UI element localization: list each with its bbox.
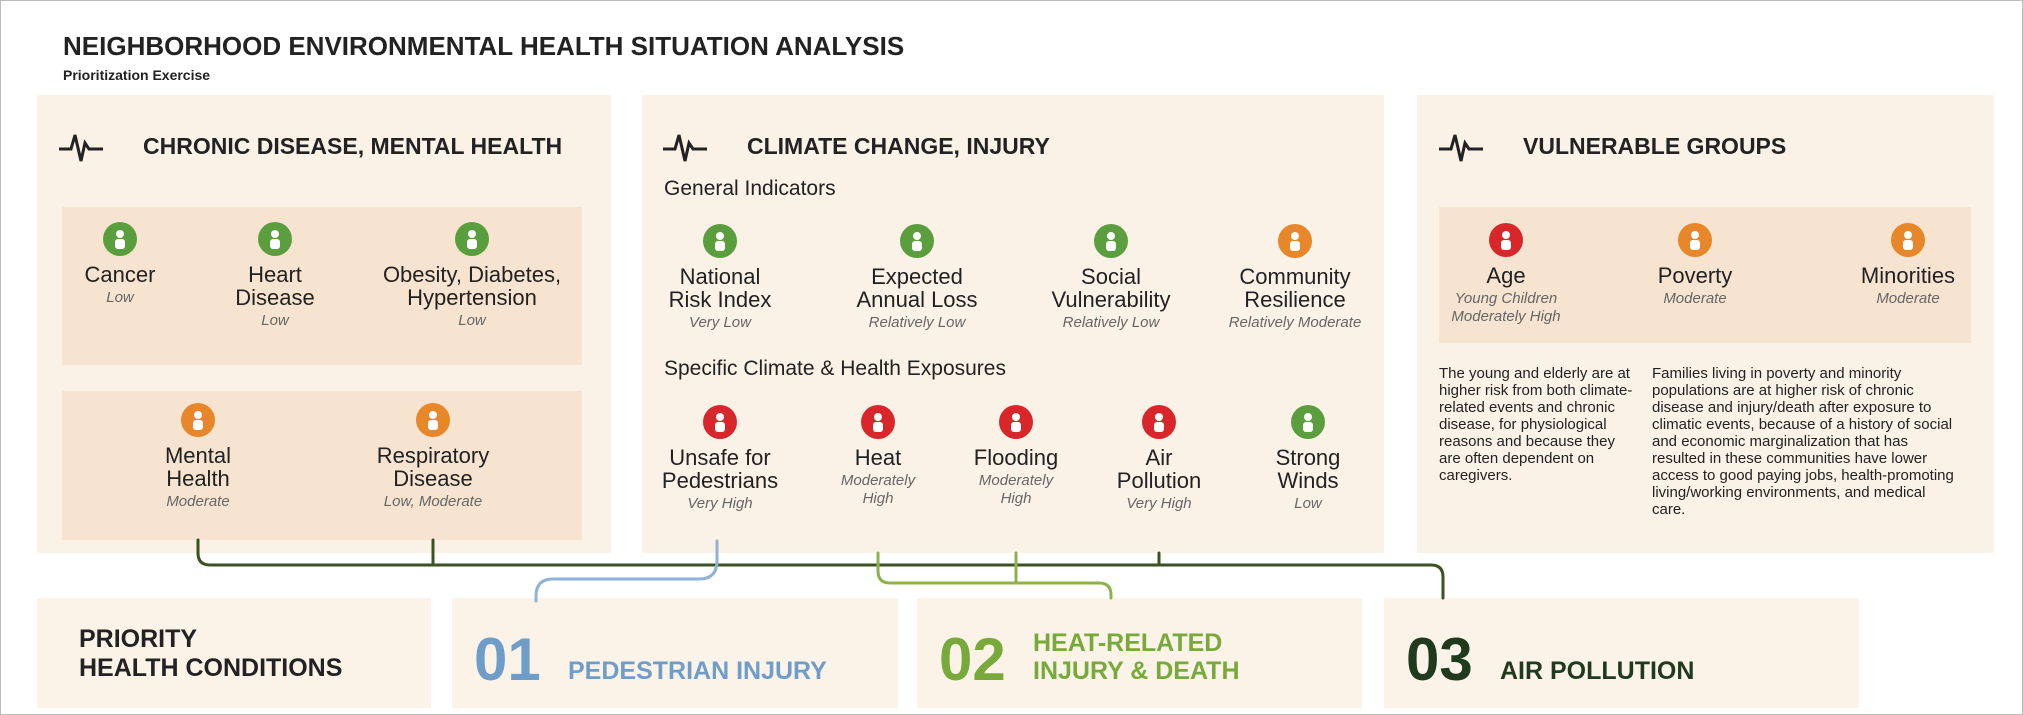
indicator-rating: Relatively Low	[1062, 314, 1160, 332]
group-label: General Indicators	[664, 177, 836, 200]
panel-title: CHRONIC DISEASE, MENTAL HEALTH	[143, 133, 563, 159]
indicator: Community Resilience Relatively Moderate	[1195, 223, 1395, 332]
indicator: Obesity, Diabetes, Hypertension Low	[372, 221, 572, 330]
indicator-rating: Young Children Moderately High	[1451, 290, 1561, 326]
indicator-rating: Relatively Low	[868, 314, 966, 332]
page-subtitle: Prioritization Exercise	[63, 67, 211, 83]
priority-item: 03 AIR POLLUTION	[1384, 598, 1859, 708]
indicator-rating: Moderate	[166, 493, 230, 511]
indicator: Heat Moderately High	[778, 404, 978, 508]
indicator-label: Age	[1486, 263, 1526, 288]
indicator-label: Community Resilience	[1239, 264, 1351, 313]
indicator: National Risk Index Very Low	[620, 223, 820, 332]
panel-title: VULNERABLE GROUPS	[1523, 133, 1787, 159]
indicator-label: Strong Winds	[1275, 445, 1341, 494]
icon	[1891, 223, 1925, 257]
indicator-rating: Low, Moderate	[383, 493, 483, 511]
indicator-rating: Very High	[687, 495, 753, 513]
indicator: Minorities Moderate	[1808, 222, 2008, 308]
group-label: Specific Climate & Health Exposures	[664, 357, 1006, 380]
icon	[900, 224, 934, 258]
icon	[999, 405, 1033, 439]
priority-box: PRIORITY HEALTH CONDITIONS	[37, 598, 431, 708]
icon	[703, 224, 737, 258]
indicator-box	[62, 391, 582, 540]
icon	[1678, 223, 1712, 257]
icon	[1278, 224, 1312, 258]
indicator-label: Minorities	[1860, 263, 1956, 288]
note: Families living in poverty and minority …	[1652, 365, 1954, 518]
panel-title: CLIMATE CHANGE, INJURY	[747, 133, 1050, 159]
indicator: Heart Disease Low	[175, 221, 375, 330]
indicator-rating: Very High	[1126, 495, 1192, 513]
indicator-label: Expected Annual Loss	[856, 264, 978, 313]
indicator: Strong Winds Low	[1208, 404, 1408, 513]
indicator-rating: Relatively Moderate	[1228, 314, 1362, 332]
indicator-label: Heat	[854, 445, 902, 470]
panel-icon	[663, 134, 707, 162]
priority-label: PRIORITY HEALTH CONDITIONS	[79, 625, 343, 682]
icon	[455, 222, 489, 256]
indicator-rating: Moderately High	[978, 472, 1054, 508]
priority-number: 01	[474, 626, 541, 693]
indicator-label: Respiratory Disease	[376, 443, 490, 492]
indicator-label: Mental Health	[164, 443, 232, 492]
indicator-box	[62, 207, 582, 365]
priority-item: 01 PEDESTRIAN INJURY	[452, 598, 898, 708]
indicator-label: Air Pollution	[1116, 445, 1202, 494]
page-title: NEIGHBORHOOD ENVIRONMENTAL HEALTH SITUAT…	[63, 31, 905, 61]
indicator-rating: Low	[106, 289, 134, 307]
panel-icon	[1439, 134, 1483, 162]
indicator: Expected Annual Loss Relatively Low	[817, 223, 1017, 332]
panel	[642, 95, 1384, 553]
icon	[1489, 223, 1523, 257]
panel-icon	[59, 134, 103, 162]
icon	[1291, 405, 1325, 439]
icon	[703, 405, 737, 439]
indicator-rating: Very Low	[689, 314, 751, 332]
indicator-label: Obesity, Diabetes, Hypertension	[382, 262, 562, 311]
indicator-label: Unsafe for Pedestrians	[661, 445, 779, 494]
icon	[258, 222, 292, 256]
icon	[181, 403, 215, 437]
indicator: Flooding Moderately High	[916, 404, 1116, 508]
icon	[416, 403, 450, 437]
connector-air	[196, 538, 1445, 600]
priority-name: HEAT-RELATED INJURY & DEATH	[1033, 628, 1240, 686]
indicator-rating: Moderately High	[840, 472, 916, 508]
indicator-label: Poverty	[1657, 263, 1733, 288]
indicator: Unsafe for Pedestrians Very High	[620, 404, 820, 513]
indicator-rating: Low	[261, 312, 289, 330]
note: The young and elderly are at higher risk…	[1439, 365, 1633, 484]
icon	[1142, 405, 1176, 439]
priority-number: 03	[1406, 626, 1473, 693]
indicator-rating: Low	[458, 312, 486, 330]
connector-pedestrian	[534, 539, 719, 603]
icon	[861, 405, 895, 439]
indicator-rating: Moderate	[1663, 290, 1727, 308]
indicator-rating: Moderate	[1876, 290, 1940, 308]
connector-heat	[876, 551, 1113, 600]
indicator: Poverty Moderate	[1595, 222, 1795, 308]
indicator-label: National Risk Index	[668, 264, 772, 313]
indicator: Air Pollution Very High	[1059, 404, 1259, 513]
icon	[103, 222, 137, 256]
indicator-label: Cancer	[84, 262, 156, 287]
indicator: Age Young Children Moderately High	[1406, 222, 1606, 326]
priority-name: PEDESTRIAN INJURY	[568, 657, 827, 686]
priority-number: 02	[939, 626, 1006, 693]
indicator-label: Flooding	[973, 445, 1059, 470]
icon	[1094, 224, 1128, 258]
priority-item: 02 HEAT-RELATED INJURY & DEATH	[917, 598, 1362, 708]
indicator: Cancer Low	[20, 221, 220, 307]
indicator: Respiratory Disease Low, Moderate	[333, 402, 533, 511]
indicator-label: Heart Disease	[235, 262, 315, 311]
indicator-rating: Low	[1294, 495, 1322, 513]
indicator: Mental Health Moderate	[98, 402, 298, 511]
indicator-label: Social Vulnerability	[1051, 264, 1171, 313]
priority-name: AIR POLLUTION	[1500, 657, 1695, 686]
indicator: Social Vulnerability Relatively Low	[1011, 223, 1211, 332]
